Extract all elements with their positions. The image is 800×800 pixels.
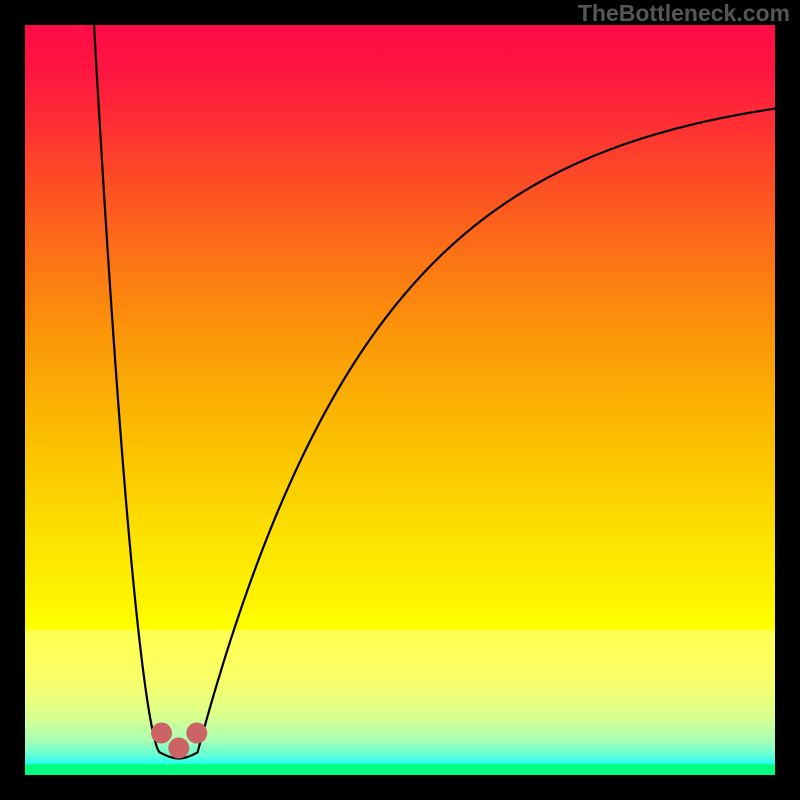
watermark-label: TheBottleneck.com	[578, 0, 790, 27]
valley-marker	[168, 738, 189, 759]
valley-marker	[151, 723, 172, 744]
plot-svg	[0, 0, 800, 800]
figure-root: TheBottleneck.com	[0, 0, 800, 800]
valley-marker	[186, 723, 207, 744]
plot-area	[25, 25, 775, 775]
